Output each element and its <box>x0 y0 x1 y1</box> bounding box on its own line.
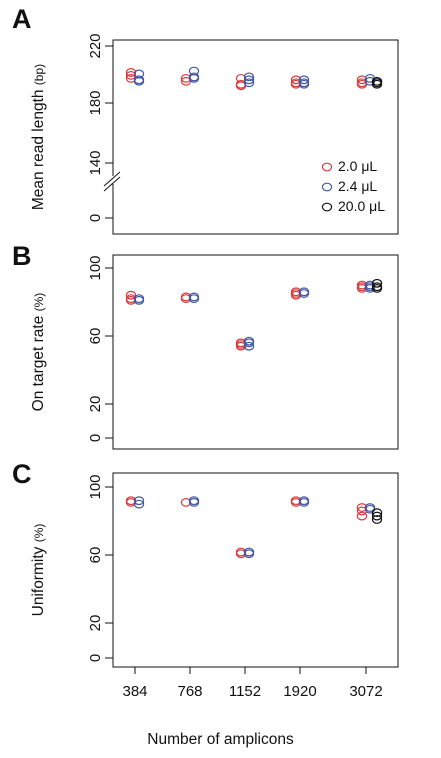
x-tick-label: 1152 <box>229 683 261 700</box>
panel-a-point <box>243 75 255 85</box>
x-tick-label: 768 <box>177 683 202 700</box>
panel-a-ytick-label: 140 <box>87 150 104 175</box>
panel-b-point <box>125 295 137 305</box>
panel-b-point <box>243 341 255 351</box>
panel-a-ylabel-unit: (bp) <box>32 64 46 85</box>
panel-a-point <box>243 72 255 82</box>
panel-a-ylabel: Mean read length (bp) <box>30 64 47 210</box>
panel-a-frame <box>112 39 399 235</box>
panel-a-point <box>133 76 145 86</box>
panel-c-point <box>235 549 247 559</box>
panel-c-ylabel: Uniformity (%) <box>30 524 47 617</box>
x-tick-label: 384 <box>122 683 147 700</box>
panel-a-legend-label: 20.0 μL <box>338 198 385 214</box>
panel-a-point <box>180 73 192 83</box>
panel-b-frame <box>112 254 399 450</box>
panel-a-axis-break-gap <box>104 176 122 184</box>
panel-c-point <box>133 499 145 509</box>
panel-c-label: C <box>12 459 32 489</box>
panel-c-point <box>371 508 383 518</box>
panel-b-point <box>125 290 137 300</box>
figure-xlabel: Number of amplicons <box>147 731 294 748</box>
panel-c-point <box>290 497 302 507</box>
panel-a-legend-marker <box>321 202 333 212</box>
panel-b-point <box>371 284 383 293</box>
panel-c-ylabel-text: Uniformity <box>30 542 47 616</box>
panel-a-legend-marker <box>321 162 333 172</box>
panel-b-point <box>188 294 200 304</box>
panel-b-point <box>243 338 255 348</box>
panel-a-point <box>188 73 200 83</box>
x-tick-label: 3072 <box>349 683 382 700</box>
panel-c-point <box>356 503 368 512</box>
panel-b-ytick-label: 0 <box>87 434 104 442</box>
panel-c-point <box>133 496 145 506</box>
panel-b-ylabel-text: On target rate <box>30 311 47 411</box>
panel-c-point <box>356 511 368 521</box>
panel-c-point <box>356 506 368 516</box>
panel-a-axis-break-mark <box>103 171 121 187</box>
panel-c-point <box>188 497 200 507</box>
panel-c-ytick-label: 60 <box>87 547 104 564</box>
panel-a-point <box>298 79 310 89</box>
panel-c-point <box>371 515 383 524</box>
panel-b-ytick-label: 20 <box>87 396 104 413</box>
panel-a-point <box>371 79 383 89</box>
panel-a-point <box>356 75 368 85</box>
panel-b-point <box>298 289 310 298</box>
panel-c-point <box>125 497 137 507</box>
panel-b-point <box>235 341 247 351</box>
panel-b-ylabel-unit: (%) <box>32 293 46 312</box>
panel-c-ylabel-unit: (%) <box>32 524 46 543</box>
panel-b-point <box>371 278 383 288</box>
panel-a-legend-label: 2.0 μL <box>338 158 377 174</box>
panel-a-legend-marker <box>321 182 333 192</box>
panel-b-point <box>180 294 192 304</box>
x-tick-label: 1920 <box>283 683 316 700</box>
panel-b-label: B <box>12 241 32 271</box>
panel-a-ytick-label: 0 <box>87 214 104 222</box>
panel-a-axis-break-mark <box>103 176 121 192</box>
panel-b-ytick-label: 100 <box>87 255 104 280</box>
panel-b-point <box>290 290 302 300</box>
panel-a-point <box>243 78 255 88</box>
panel-b-point <box>133 295 145 305</box>
panel-c-ytick-label: 20 <box>87 615 104 632</box>
panel-c-point <box>298 497 310 507</box>
panel-a-point <box>290 79 302 89</box>
panel-a-point <box>125 70 137 80</box>
panel-a-point <box>298 75 310 85</box>
panel-c-point <box>371 511 383 521</box>
panel-b-ylabel: On target rate (%) <box>30 293 47 412</box>
panel-a-label: A <box>12 4 32 34</box>
panel-a-ytick-label: 180 <box>87 90 104 115</box>
panel-a-ytick-label: 220 <box>87 33 104 58</box>
panel-b-point <box>356 284 368 293</box>
panel-a-ylabel-text: Mean read length <box>30 85 47 210</box>
panel-c-ytick-label: 0 <box>87 654 104 662</box>
panel-c-ytick-label: 100 <box>87 474 104 499</box>
panel-a-point <box>125 68 137 77</box>
panel-c-point <box>243 549 255 559</box>
panel-b-point <box>364 284 376 293</box>
panel-b-ytick-label: 60 <box>87 328 104 345</box>
panel-a-legend-label: 2.4 μL <box>338 178 377 194</box>
panel-c-point <box>180 497 192 507</box>
panel-c-frame <box>112 472 399 668</box>
